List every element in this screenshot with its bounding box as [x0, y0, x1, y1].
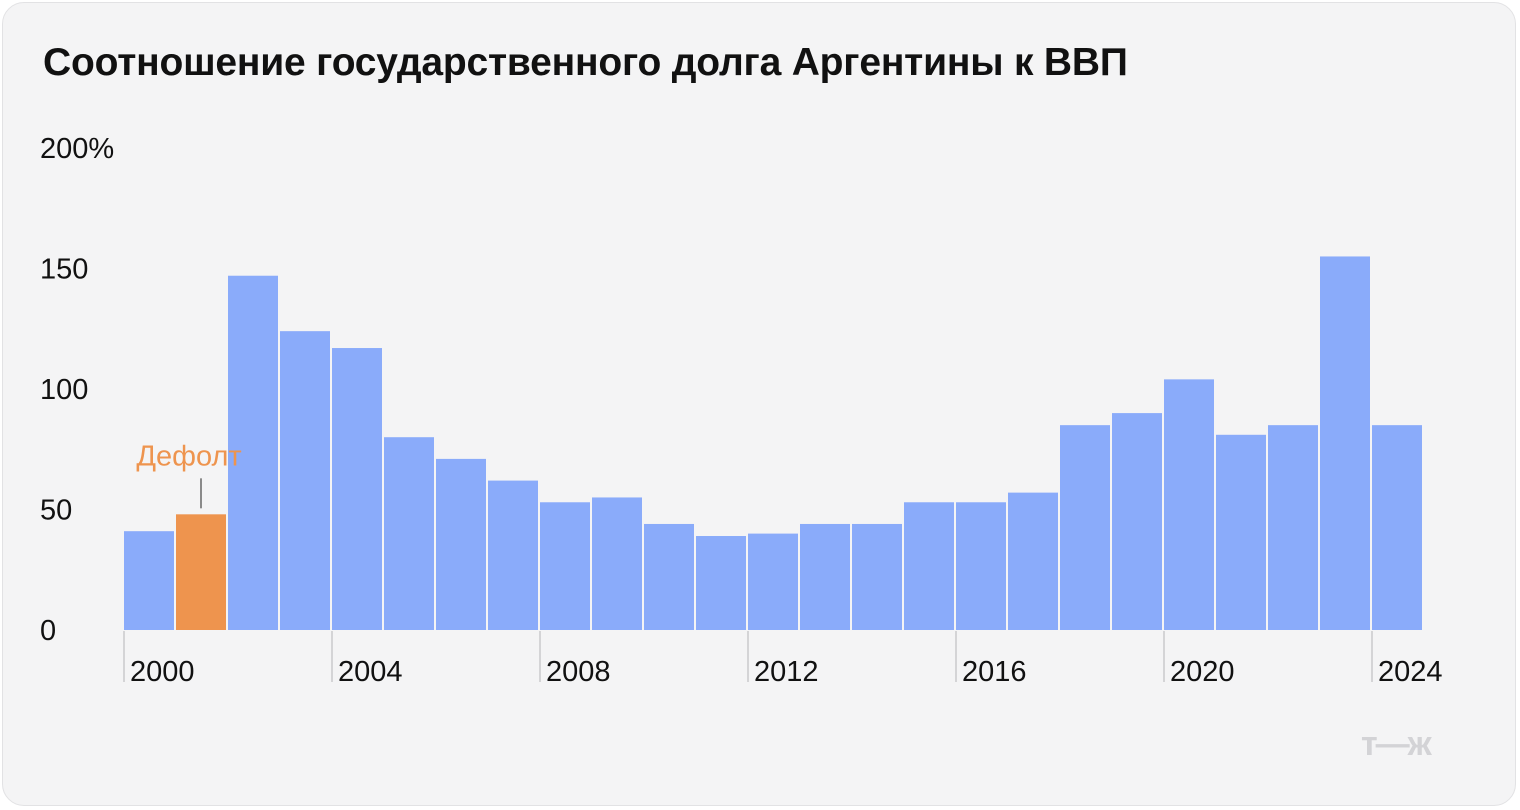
x-tick-label: 2016 [962, 656, 1027, 688]
bar [436, 458, 486, 630]
bar-highlight [176, 514, 226, 630]
bar [748, 533, 798, 630]
bar [124, 531, 174, 630]
x-tick-label: 2020 [1170, 656, 1235, 688]
bar [488, 480, 538, 630]
bar [332, 348, 382, 630]
x-tick-label: 2004 [338, 656, 403, 688]
bar [384, 437, 434, 630]
bar [852, 523, 902, 630]
bar [540, 502, 590, 630]
chart-title: Соотношение государственного долга Арген… [43, 41, 1128, 84]
tzh-logo: т—ж [1361, 725, 1432, 763]
bar [956, 502, 1006, 630]
bar [1060, 425, 1110, 630]
bar [904, 502, 954, 630]
x-tick-label: 2008 [546, 656, 611, 688]
x-tick-label: 2000 [130, 656, 195, 688]
bar [800, 523, 850, 630]
bar [1372, 425, 1422, 630]
y-tick-label: 150 [40, 254, 88, 286]
bar [280, 331, 330, 630]
bar [1164, 379, 1214, 630]
bar [1112, 413, 1162, 630]
bar [696, 536, 746, 630]
bar [644, 523, 694, 630]
y-tick-label: 0 [40, 615, 56, 647]
x-tick-label: 2024 [1378, 656, 1443, 688]
annotation-label: Дефолт [136, 440, 241, 472]
x-tick-label: 2012 [754, 656, 819, 688]
bar [592, 497, 642, 630]
bar [1216, 434, 1266, 630]
y-tick-label: 50 [40, 495, 72, 527]
bar [1008, 492, 1058, 630]
bar [228, 275, 278, 630]
bar [1268, 425, 1318, 630]
bar [1320, 256, 1370, 630]
y-tick-label: 200% [40, 133, 114, 165]
y-tick-label: 100 [40, 374, 88, 406]
chart-plot: 0 50 100 150 200% 2000 2004 2008 2012 2016 2020 202… [40, 133, 1443, 688]
